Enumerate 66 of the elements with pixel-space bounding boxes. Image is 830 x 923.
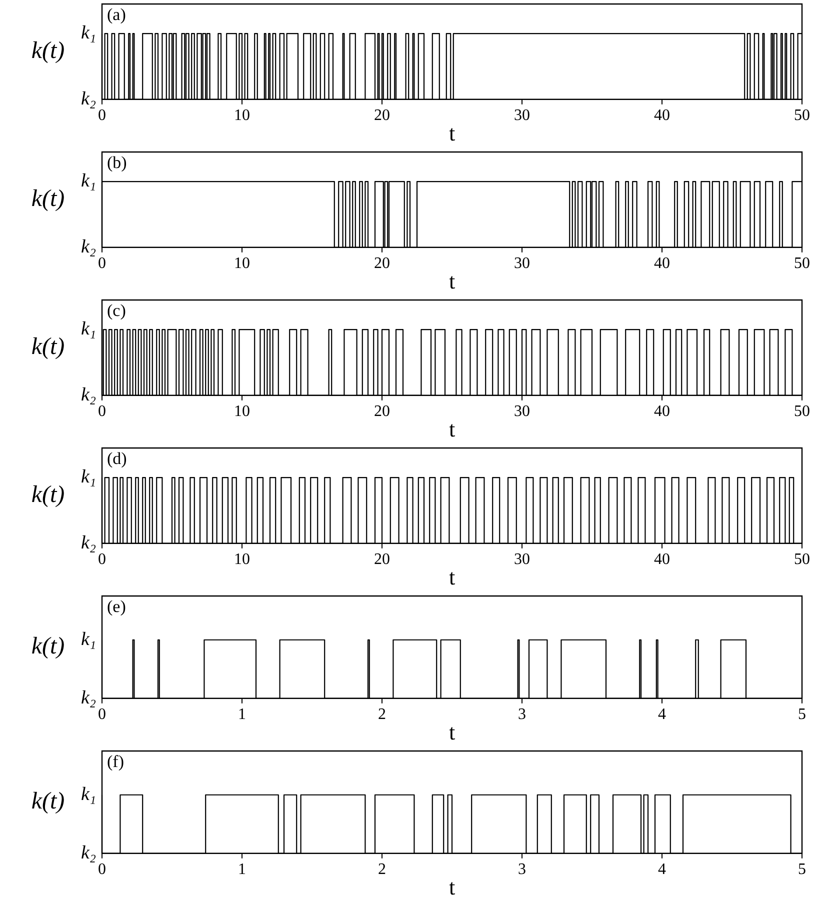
x-tick-label: 0 (98, 403, 106, 420)
text: (b) (107, 152, 127, 172)
x-tick-label: 4 (658, 861, 666, 878)
x-tick-label: 40 (654, 107, 670, 124)
text: (f) (107, 752, 124, 771)
x-tick-label: 0 (98, 107, 106, 124)
text: k₁ (80, 318, 96, 340)
x-tick-label: 30 (514, 551, 530, 568)
y-axis-title: k(t) (31, 788, 65, 815)
text: (c) (107, 300, 126, 320)
x-tick-label: 0 (98, 861, 106, 878)
text: k₂ (80, 842, 96, 864)
x-tick-label: 40 (654, 255, 670, 272)
text: k₂ (80, 687, 96, 708)
x-tick-label: 30 (514, 255, 530, 272)
x-tick-label: 10 (234, 255, 250, 272)
x-tick-label: 50 (794, 107, 810, 124)
y-axis-title: k(t) (31, 38, 65, 64)
text: k₂ (80, 384, 96, 406)
x-axis-title: t (448, 120, 456, 146)
text: k₁ (80, 22, 96, 44)
text: k₁ (80, 170, 96, 192)
x-axis-title: t (448, 720, 456, 745)
x-tick-label: 0 (98, 706, 106, 724)
text: k₂ (80, 236, 96, 258)
text: k₁ (80, 628, 96, 650)
x-tick-label: 5 (798, 706, 806, 724)
x-axis-title: t (448, 268, 456, 294)
x-tick-label: 20 (374, 255, 390, 272)
x-tick-label: 0 (98, 255, 106, 272)
text: k₁ (80, 784, 96, 805)
x-tick-label: 40 (654, 403, 670, 420)
x-tick-label: 10 (234, 107, 250, 124)
text: (d) (107, 448, 127, 468)
y-axis-title: k(t) (31, 482, 65, 508)
x-tick-label: 1 (238, 706, 246, 724)
x-tick-label: 10 (234, 551, 250, 568)
x-tick-label: 30 (514, 107, 530, 124)
x-tick-label: 3 (518, 706, 526, 724)
text: (e) (107, 596, 126, 616)
x-tick-label: 0 (98, 551, 106, 568)
y-axis-title: k(t) (31, 186, 65, 212)
x-tick-label: 2 (378, 706, 386, 724)
x-tick-label: 20 (374, 107, 390, 124)
x-tick-label: 10 (234, 403, 250, 420)
x-tick-label: 5 (798, 861, 806, 878)
y-axis-title: k(t) (31, 634, 65, 660)
x-axis-title: t (448, 874, 456, 900)
x-tick-label: 20 (374, 551, 390, 568)
x-tick-label: 40 (654, 551, 670, 568)
x-tick-label: 3 (518, 861, 526, 878)
x-tick-label: 50 (794, 255, 810, 272)
text: (a) (107, 4, 126, 24)
x-tick-label: 50 (794, 551, 810, 568)
x-axis-title: t (448, 564, 456, 590)
x-tick-label: 2 (378, 861, 386, 878)
x-tick-label: 50 (794, 403, 810, 420)
x-tick-label: 20 (374, 403, 390, 420)
text: k₂ (80, 88, 96, 110)
x-tick-label: 30 (514, 403, 530, 420)
x-axis-title: t (448, 416, 456, 442)
x-tick-label: 4 (658, 706, 666, 724)
text: k₂ (80, 532, 96, 554)
x-tick-label: 1 (238, 861, 246, 878)
text: k₁ (80, 466, 96, 488)
y-axis-title: k(t) (31, 334, 65, 360)
